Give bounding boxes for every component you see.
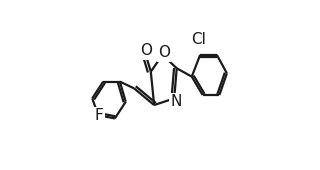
- Text: N: N: [170, 94, 181, 109]
- Text: O: O: [158, 45, 170, 60]
- Text: F: F: [95, 108, 103, 123]
- Text: Cl: Cl: [191, 32, 206, 47]
- Text: O: O: [140, 43, 152, 58]
